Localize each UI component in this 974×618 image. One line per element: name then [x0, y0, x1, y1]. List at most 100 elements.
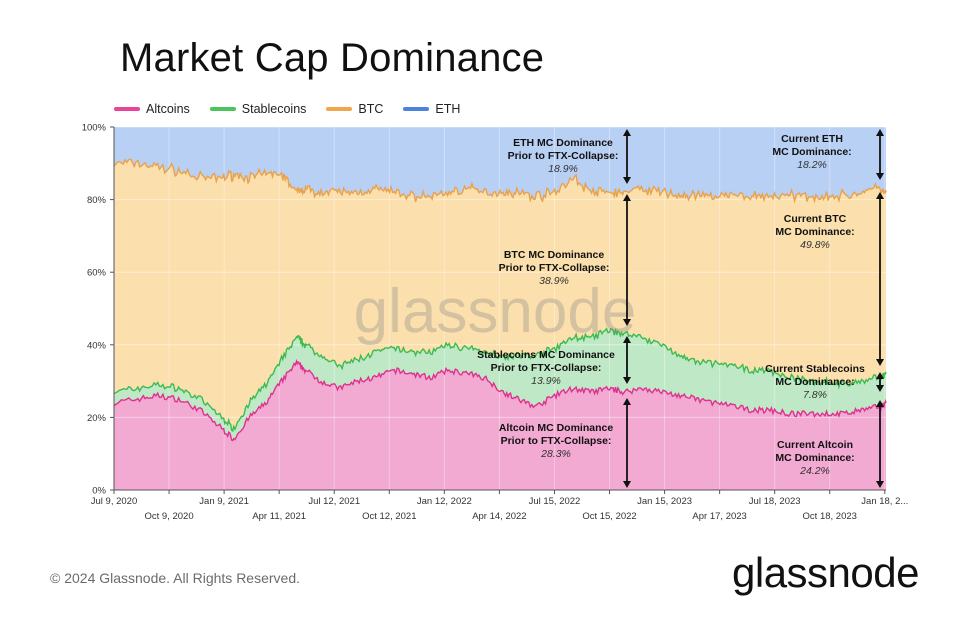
y-tick-label-1: 20% [87, 413, 107, 424]
y-tick-label-5: 100% [82, 123, 107, 134]
x-tick-label-8: Jul 15, 2022 [529, 496, 581, 507]
annotation-stablecoins-pre-line-0: Stablecoins MC Dominance [477, 349, 615, 361]
arrow-altcoin-current-head-bottom [876, 481, 884, 488]
x-tick-label-12: Jul 18, 2023 [749, 496, 801, 507]
x-tick-label-11: Apr 17, 2023 [692, 511, 746, 522]
arrow-stablecoins-current-head-top [876, 372, 884, 379]
watermark-text: glassnode [354, 277, 637, 346]
x-tick-label-9: Oct 15, 2022 [582, 511, 636, 522]
legend-item-stablecoins[interactable]: Stablecoins [209, 102, 307, 116]
arrow-btc-current-head-bottom [876, 359, 884, 366]
legend-item-btc[interactable]: BTC [326, 102, 383, 116]
x-tick-label-3: Apr 11, 2021 [252, 511, 306, 522]
arrow-btc-pre-head-top [623, 194, 631, 201]
arrow-btc-pre [623, 194, 631, 326]
arrow-stablecoins-pre-head-top [623, 336, 631, 343]
annotation-stablecoins-pre-value: 13.9% [531, 375, 561, 387]
x-tick-label-0: Jul 9, 2020 [91, 496, 137, 507]
x-tick-label-6: Jan 12, 2022 [417, 496, 472, 507]
x-tick-label-1: Oct 9, 2020 [144, 511, 193, 522]
arrow-stablecoins-pre-head-bottom [623, 377, 631, 384]
line-stablecoins [113, 327, 887, 433]
arrow-eth-current-head-top [876, 129, 884, 136]
arrow-btc-pre-head-bottom [623, 319, 631, 326]
legend-label-eth: ETH [435, 102, 461, 116]
x-tick-label-13: Oct 18, 2023 [803, 511, 857, 522]
annotation-btc-current-line-1: MC Dominance: [775, 226, 854, 238]
arrow-eth-current [876, 129, 884, 180]
annotation-altcoin-pre-line-0: Altcoin MC Dominance [499, 422, 614, 434]
chart-legend: Altcoins Stablecoins BTC ETH [114, 100, 480, 118]
legend-swatch-btc [326, 107, 353, 111]
annotation-altcoin-current-value: 24.2% [799, 465, 830, 477]
x-tick-label-4: Jul 12, 2021 [308, 496, 360, 507]
line-btc [113, 158, 887, 204]
arrow-eth-pre-head-bottom [623, 177, 631, 184]
arrow-btc-current-head-top [876, 192, 884, 199]
annotation-eth-current-line-1: MC Dominance: [772, 146, 851, 158]
arrow-altcoin-pre [623, 398, 631, 488]
annotation-stablecoins-current-line-0: Current Stablecoins [765, 363, 865, 375]
arrow-stablecoins-pre [623, 336, 631, 384]
legend-swatch-stablecoins [209, 107, 236, 111]
y-tick-label-0: 0% [92, 486, 106, 497]
legend-label-btc: BTC [358, 102, 384, 116]
annotation-eth-current-line-0: Current ETH [781, 133, 843, 145]
x-tick-label-5: Oct 12, 2021 [362, 511, 416, 522]
annotation-eth-pre-line-0: ETH MC Dominance [513, 137, 613, 149]
annotation-altcoin-pre-value: 28.3% [540, 448, 571, 460]
legend-item-altcoins[interactable]: Altcoins [114, 102, 190, 116]
annotation-btc-current-value: 49.8% [800, 239, 830, 251]
annotation-eth-current-value: 18.2% [797, 159, 827, 171]
arrow-stablecoins-current-head-bottom [876, 385, 884, 392]
glassnode-logo: glassnode [732, 549, 919, 596]
x-tick-label-2: Jan 9, 2021 [199, 496, 249, 507]
y-tick-label-2: 40% [87, 340, 107, 351]
legend-label-stablecoins: Stablecoins [241, 102, 307, 116]
annotation-eth-pre-value: 18.9% [548, 163, 578, 175]
area-altcoins [114, 361, 886, 490]
legend-label-altcoins: Altcoins [146, 102, 190, 116]
annotation-btc-current-line-0: Current BTC [784, 213, 847, 225]
annotation-altcoin-current-line-1: MC Dominance: [775, 452, 854, 464]
line-altcoins [113, 358, 887, 442]
area-btc [114, 159, 886, 431]
annotation-btc-pre-value: 38.9% [539, 275, 569, 287]
arrow-altcoin-pre-head-bottom [623, 481, 631, 488]
arrow-btc-current [876, 192, 884, 366]
arrow-eth-current-head-bottom [876, 173, 884, 180]
arrow-eth-pre [623, 129, 631, 184]
page-title: Market Cap Dominance [120, 36, 545, 80]
arrow-altcoin-current-head-top [876, 400, 884, 407]
annotation-stablecoins-current-value: 7.8% [803, 389, 827, 401]
y-tick-label-4: 80% [87, 195, 107, 206]
arrow-altcoin-pre-head-top [623, 398, 631, 405]
arrow-stablecoins-current [876, 372, 884, 392]
legend-item-eth[interactable]: ETH [403, 102, 460, 116]
legend-swatch-eth [403, 107, 430, 111]
y-tick-label-3: 60% [87, 268, 107, 279]
annotation-altcoin-pre-line-1: Prior to FTX-Collapse: [501, 435, 612, 447]
annotation-altcoin-current-line-0: Current Altcoin [777, 439, 853, 451]
copyright-text: © 2024 Glassnode. All Rights Reserved. [50, 570, 301, 586]
legend-swatch-altcoins [114, 107, 140, 111]
annotation-stablecoins-current-line-1: MC Dominance: [775, 376, 854, 388]
x-tick-label-7: Apr 14, 2022 [472, 511, 526, 522]
annotation-btc-pre-line-0: BTC MC Dominance [504, 249, 605, 261]
annotation-eth-pre-line-1: Prior to FTX-Collapse: [508, 150, 619, 162]
x-tick-label-14: Jan 18, 2... [861, 496, 908, 507]
annotation-btc-pre-line-1: Prior to FTX-Collapse: [499, 262, 610, 274]
arrow-eth-pre-head-top [623, 129, 631, 136]
arrow-altcoin-current [876, 400, 884, 488]
x-tick-label-10: Jan 15, 2023 [637, 496, 692, 507]
area-stablecoins [114, 328, 886, 441]
annotation-stablecoins-pre-line-1: Prior to FTX-Collapse: [491, 362, 602, 374]
